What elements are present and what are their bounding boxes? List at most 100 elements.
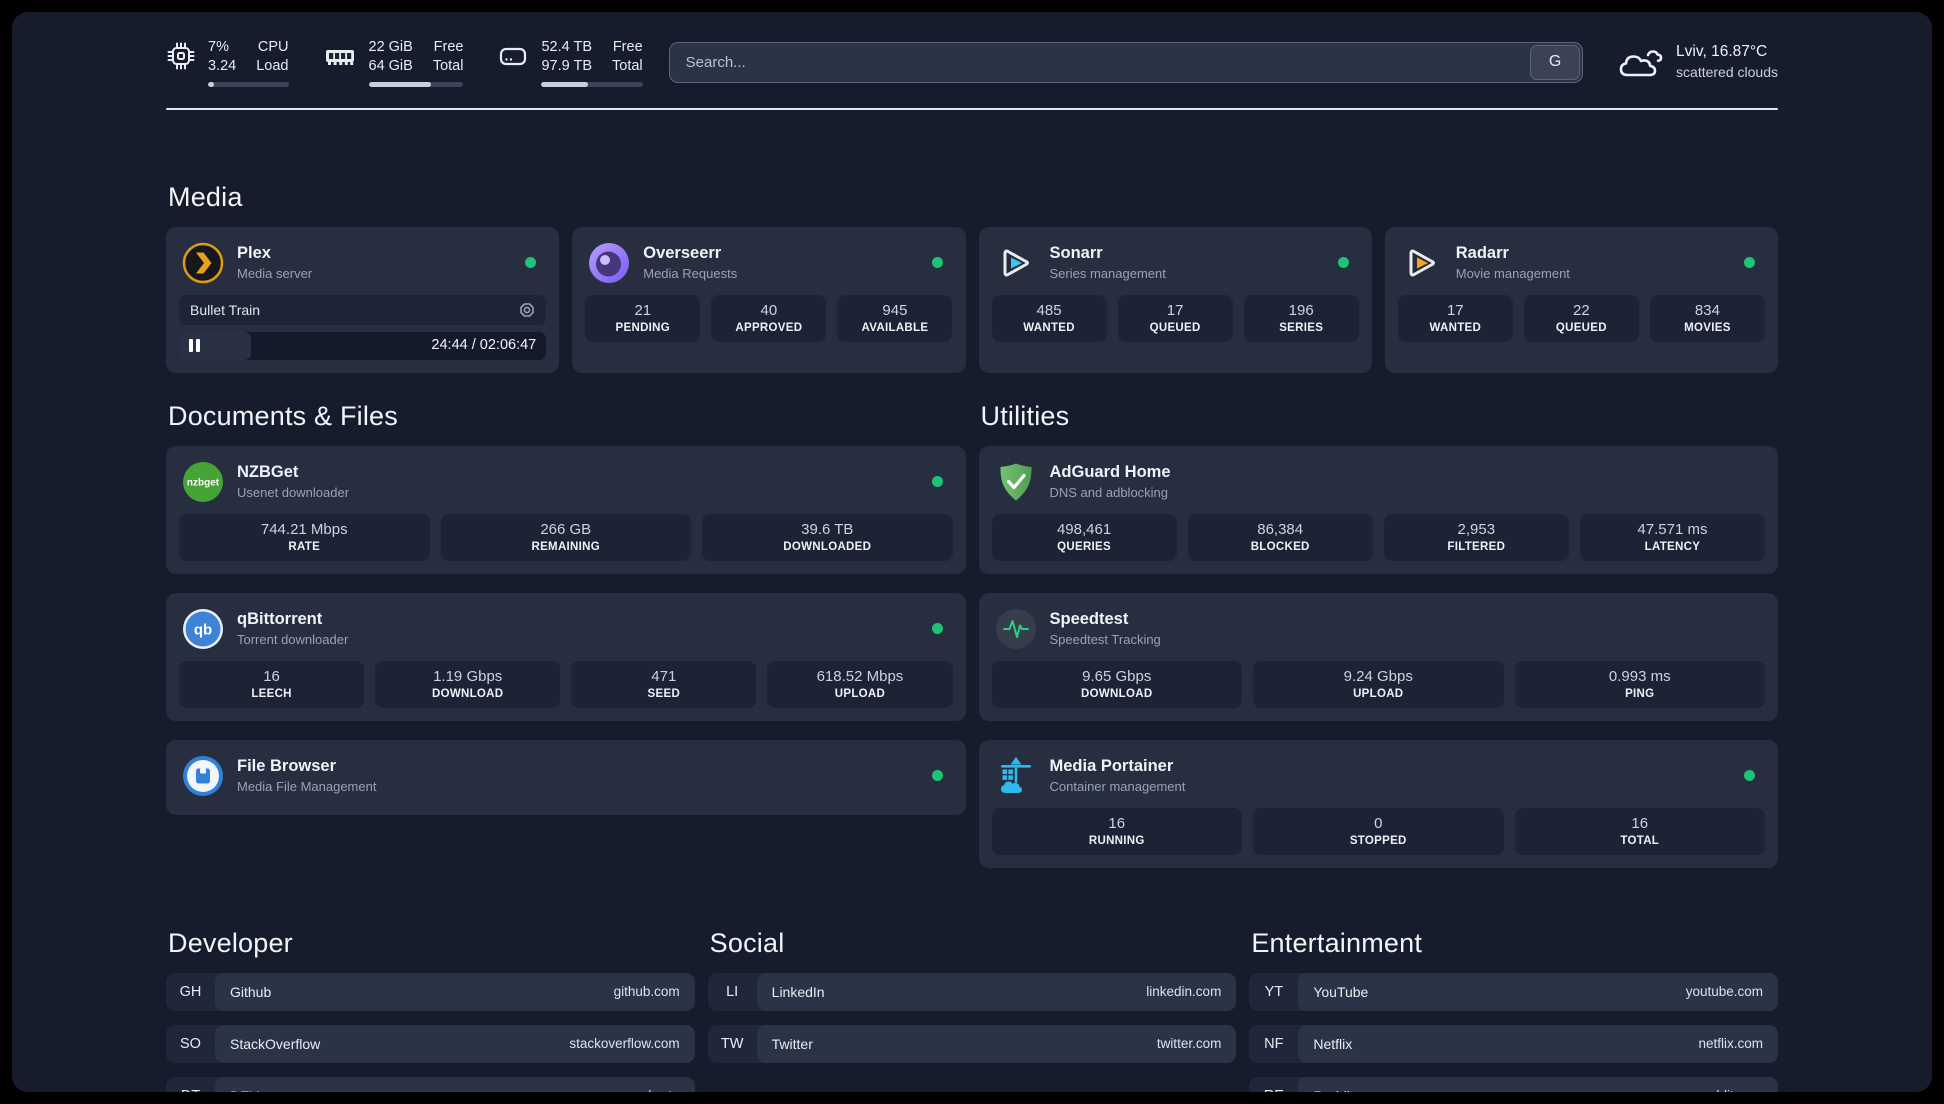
cpu-icon: [167, 42, 195, 70]
radarr-status-dot: [1744, 257, 1755, 269]
radarr-title: Radarr: [1455, 244, 1509, 263]
link-netflix[interactable]: NF Netflix netflix.com: [1249, 1024, 1778, 1063]
stat-box: 266 GB REMAINING: [440, 513, 691, 561]
link-youtube[interactable]: YT YouTube youtube.com: [1249, 972, 1778, 1011]
search-engine-button[interactable]: G: [1530, 44, 1581, 80]
link-abbr: NF: [1264, 1035, 1284, 1052]
qbittorrent-status-dot: [931, 623, 943, 635]
cpu-labels: CPU Load: [256, 39, 289, 74]
link-abbr: LI: [726, 983, 739, 1000]
disk-progress-fill: [541, 81, 589, 87]
top-bar: 7% 3.24 CPU Load: [166, 38, 1778, 87]
entertainment-section-title: Entertainment: [1251, 927, 1423, 958]
link-reddit[interactable]: RE Reddit reddit.com: [1249, 1076, 1778, 1092]
radarr-card[interactable]: Radarr Movie management 17 WANTED 22 QUE…: [1384, 226, 1778, 373]
stat-box: 86,384 BLOCKED: [1187, 513, 1373, 561]
nzbget-title: NZBGet: [237, 463, 299, 482]
media-section-title: Media: [168, 181, 243, 212]
link-abbr: YT: [1264, 983, 1284, 1000]
cloud-icon: [1619, 50, 1663, 77]
stat-box: 40 APPROVED: [711, 294, 827, 342]
adguard-icon: [1000, 463, 1031, 501]
link-linkedin[interactable]: LI LinkedIn linkedin.com: [707, 972, 1237, 1011]
stat-box: 1.19 Gbps DOWNLOAD: [375, 660, 561, 708]
stat-box: 21 PENDING: [585, 294, 701, 342]
nzbget-status-dot: [931, 476, 943, 488]
nzbget-card[interactable]: nzbget NZBGet Usenet downloader 744.21 M…: [166, 445, 966, 574]
nzbget-subtitle: Usenet downloader: [237, 485, 350, 501]
disk-progress-bar: [541, 81, 643, 87]
link-stackoverflow[interactable]: SO StackOverflow stackoverflow.com: [166, 1024, 695, 1063]
stat-box: 17 WANTED: [1397, 294, 1513, 342]
settings-icon[interactable]: [519, 302, 535, 318]
link-github[interactable]: GH Github github.com: [166, 972, 695, 1011]
disk-total-value: 97.9 TB: [541, 57, 593, 74]
disk-stat: 52.4 TB 97.9 TB Free Total: [497, 38, 643, 87]
sonarr-title: Sonarr: [1049, 244, 1103, 263]
social-section-title: Social: [709, 927, 785, 958]
plex-progress-bar[interactable]: 24:44 / 02:06:47: [179, 331, 547, 360]
filebrowser-subtitle: Media File Management: [237, 779, 377, 795]
overseerr-subtitle: Media Requests: [643, 266, 738, 282]
stat-box: 16 RUNNING: [991, 807, 1242, 855]
ram-progress-bar: [368, 81, 464, 87]
stat-box: 485 WANTED: [991, 294, 1107, 342]
plex-subtitle: Media server: [237, 266, 313, 282]
link-abbr: DT: [166, 1077, 215, 1092]
stat-box: 17 QUEUED: [1117, 294, 1233, 342]
portainer-card[interactable]: Media Portainer Container management 16 …: [978, 739, 1778, 868]
portainer-subtitle: Container management: [1049, 779, 1186, 795]
documents-section: Documents & Files nzbget NZBGet Usenet d…: [166, 401, 966, 868]
stat-box: 16 TOTAL: [1514, 807, 1765, 855]
link-twitter[interactable]: TW Twitter twitter.com: [707, 1024, 1237, 1063]
adguard-card[interactable]: AdGuard Home DNS and adblocking 498,461 …: [978, 445, 1778, 574]
ram-progress-fill: [368, 81, 432, 87]
speedtest-card[interactable]: Speedtest Speedtest Tracking 9.65 Gbps D…: [978, 592, 1778, 721]
portainer-status-dot: [1744, 770, 1755, 782]
stat-box: 9.24 Gbps UPLOAD: [1253, 660, 1504, 708]
qbittorrent-card[interactable]: qb qBittorrent Torrent downloader 16 LEE…: [166, 592, 966, 721]
search-bar: G: [668, 41, 1584, 83]
plex-now-playing-row: Bullet Train: [179, 294, 547, 325]
developer-section-title: Developer: [168, 927, 293, 958]
developer-section: Developer GH Github github.com SO StackO…: [166, 928, 695, 1092]
link-dev[interactable]: DT DEV dev.to: [166, 1076, 695, 1092]
link-abbr: SO: [180, 1035, 201, 1052]
link-abbr: TW: [720, 1035, 744, 1052]
documents-section-title: Documents & Files: [168, 400, 398, 431]
link-abbr: RE: [1249, 1077, 1298, 1092]
disk-icon: [500, 47, 527, 66]
sonarr-card[interactable]: Sonarr Series management 485 WANTED 17 Q…: [978, 226, 1372, 373]
search-input[interactable]: [668, 41, 1584, 83]
pause-icon[interactable]: [189, 339, 200, 353]
media-section: Media Plex Media server Bullet Train: [166, 182, 1778, 373]
ram-icon: [325, 50, 354, 65]
radarr-icon: [1409, 249, 1435, 277]
stat-box: 22 QUEUED: [1523, 294, 1639, 342]
stat-box: 196 SERIES: [1243, 294, 1359, 342]
plex-icon: [182, 242, 224, 283]
filebrowser-status-dot: [931, 770, 943, 782]
qbittorrent-icon: qb: [183, 608, 223, 649]
plex-title: Plex: [237, 244, 271, 263]
overseerr-status-dot: [931, 257, 943, 269]
stat-box: 945 AVAILABLE: [837, 294, 953, 342]
system-stats: 7% 3.24 CPU Load: [166, 38, 643, 87]
stat-box: 39.6 TB DOWNLOADED: [702, 513, 953, 561]
sonarr-status-dot: [1337, 257, 1349, 269]
plex-playback-time: 24:44 / 02:06:47: [431, 336, 537, 353]
sonarr-icon: [1003, 249, 1029, 277]
plex-card[interactable]: Plex Media server Bullet Train: [166, 226, 560, 373]
filebrowser-title: File Browser: [237, 757, 337, 776]
ram-stat: 22 GiB 64 GiB Free Total: [323, 38, 464, 87]
plex-now-playing-title: Bullet Train: [190, 301, 261, 318]
weather-widget[interactable]: Lviv, 16.87°C scattered clouds: [1615, 42, 1778, 82]
qbittorrent-subtitle: Torrent downloader: [237, 632, 349, 648]
overseerr-card[interactable]: Overseerr Media Requests 21 PENDING 40 A…: [572, 226, 966, 373]
stat-box: 471 SEED: [571, 660, 757, 708]
adguard-title: AdGuard Home: [1049, 463, 1171, 482]
stat-box: 16 LEECH: [179, 660, 365, 708]
cpu-values: 7% 3.24: [208, 38, 236, 76]
speedtest-title: Speedtest: [1049, 610, 1129, 629]
filebrowser-card[interactable]: File Browser Media File Management: [166, 739, 966, 815]
